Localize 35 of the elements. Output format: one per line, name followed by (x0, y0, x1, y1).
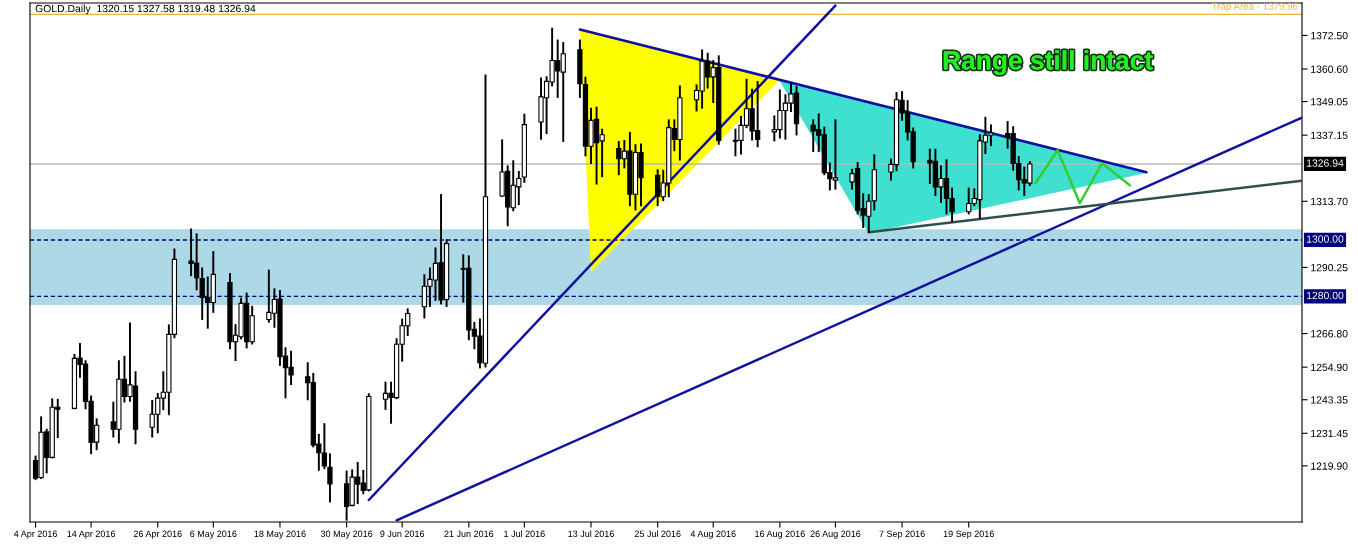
x-tick-label: 14 Apr 2016 (67, 530, 116, 539)
x-tick-label: 6 May 2016 (190, 530, 237, 539)
x-tick-label: 26 Aug 2016 (810, 530, 861, 539)
ref-line-label: 1300.00 (1306, 235, 1344, 243)
x-tick-label: 21 Jun 2016 (444, 530, 494, 537)
line-series (1034, 148, 1132, 205)
ref-line-label: Trap Area - 1379.96 (1211, 2, 1298, 12)
ref-line-label: 1326.94 (1306, 159, 1344, 167)
x-tick-label: 7 Sep 2016 (879, 530, 925, 539)
x-tick-label: 16 Aug 2016 (755, 530, 805, 539)
x-tick-label: 25 Jul 2016 (634, 530, 681, 537)
x-tick-label: 13 Jul 2016 (568, 530, 614, 537)
y-tick-label: 1360.60 (1311, 65, 1348, 73)
y-tick-label: 1349.05 (1311, 98, 1348, 106)
y-tick-label: 1290.25 (1311, 263, 1348, 272)
chart-title: GOLD.Daily 1320.15 1327.58 1319.48 1326.94 (35, 4, 256, 15)
x-tick-label: 4 Aug 2016 (690, 530, 736, 539)
y-tick-label: 1254.90 (1311, 363, 1348, 372)
y-tick-label: 1231.45 (1311, 429, 1348, 438)
y-tick-label: 1266.80 (1311, 330, 1348, 338)
x-tick-label: 30 May 2016 (320, 530, 373, 539)
x-tick-label: 18 May 2016 (254, 530, 306, 539)
x-tick-label: 9 Jun 2016 (380, 530, 425, 537)
y-tick-label: 1337.15 (1311, 131, 1348, 140)
candlestick (327, 453, 333, 503)
annotation: Range still intact (943, 50, 1153, 76)
ref-line-label: 1280.00 (1306, 291, 1344, 300)
y-tick-label: 1243.35 (1311, 396, 1348, 404)
y-tick-label: 1372.50 (1311, 31, 1348, 40)
x-tick-label: 4 Apr 2016 (13, 530, 57, 539)
y-tick-label: 1219.90 (1311, 462, 1348, 470)
y-tick-label: 1313.70 (1311, 197, 1348, 206)
x-tick-label: 19 Sep 2016 (943, 530, 994, 539)
x-tick-label: 26 Apr 2016 (133, 530, 182, 539)
x-tick-label: 1 Jul 2016 (504, 530, 545, 537)
